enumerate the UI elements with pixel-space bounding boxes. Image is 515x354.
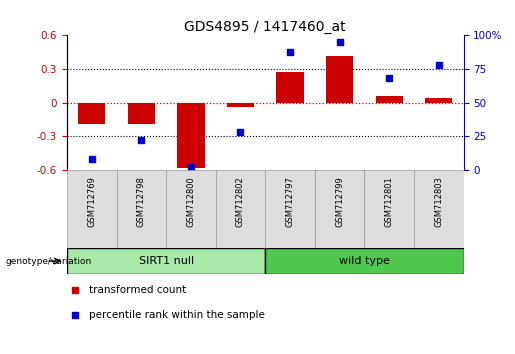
Bar [128, 103, 155, 124]
Text: GSM712798: GSM712798 [137, 176, 146, 227]
Title: GDS4895 / 1417460_at: GDS4895 / 1417460_at [184, 21, 346, 34]
Text: GSM712769: GSM712769 [87, 176, 96, 227]
Bar [116, 170, 166, 248]
Text: transformed count: transformed count [89, 285, 186, 295]
Point [236, 130, 245, 135]
Text: genotype/variation: genotype/variation [5, 257, 91, 266]
Bar [67, 248, 265, 274]
Bar [67, 170, 116, 248]
Point [335, 39, 344, 45]
Bar [265, 170, 315, 248]
Bar [216, 170, 265, 248]
Bar [365, 170, 414, 248]
Point [187, 164, 195, 170]
Point [88, 156, 96, 162]
Text: GSM712801: GSM712801 [385, 176, 393, 227]
Text: GSM712803: GSM712803 [434, 176, 443, 227]
Bar [265, 248, 464, 274]
Point [435, 62, 443, 68]
Bar [78, 103, 106, 124]
Bar [425, 98, 452, 103]
Text: GSM712797: GSM712797 [285, 176, 295, 227]
Bar [166, 170, 216, 248]
Text: GSM712800: GSM712800 [186, 176, 195, 227]
Bar [227, 103, 254, 107]
Bar [315, 170, 365, 248]
Point [385, 76, 393, 81]
Point [137, 137, 145, 143]
Text: SIRT1 null: SIRT1 null [139, 256, 194, 266]
Bar [177, 103, 204, 168]
Bar [375, 96, 403, 103]
Text: GSM712799: GSM712799 [335, 176, 344, 227]
Text: wild type: wild type [339, 256, 390, 266]
Bar [414, 170, 464, 248]
Point [286, 49, 294, 55]
Bar [326, 56, 353, 103]
Bar [277, 72, 304, 103]
Point [71, 287, 79, 293]
Text: GSM712802: GSM712802 [236, 176, 245, 227]
Text: percentile rank within the sample: percentile rank within the sample [89, 310, 265, 320]
Point [71, 312, 79, 318]
